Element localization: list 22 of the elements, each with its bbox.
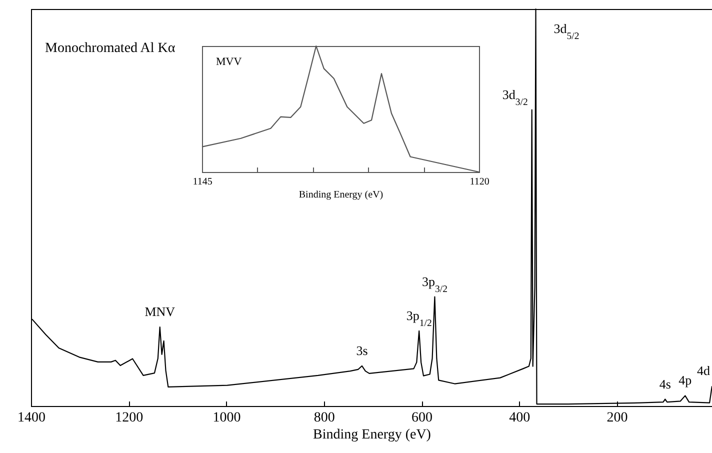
annotation: 3p$_{1/2}$ [406,308,432,328]
annotation: 4d [697,363,710,378]
annotation: MVV [216,56,242,68]
annotation: 3d$_{3/2}$ [502,86,528,108]
annotation: 3s [356,342,368,358]
x-tick-label: 400 [509,410,530,426]
annotation: 4s [659,376,671,392]
x-tick-label: 800 [314,410,335,426]
x-tick-label: 1200 [115,410,144,426]
x-tick-label: 1145 [192,176,212,188]
annotation: 3p$_{3/2}$ [422,274,448,294]
annotation: 3d$_{5/2}$ [554,21,580,42]
annotation: MNV [144,304,176,319]
annotation: Monochromated Al Kα [45,40,176,56]
x-tick-label: 1400 [18,410,46,426]
x-tick-label: 600 [412,410,433,426]
x-tick-label: 200 [606,410,628,426]
x-tick-label: 1120 [470,176,490,188]
x-tick-label: 1000 [212,410,241,426]
annotation: 4p [678,372,692,388]
x-axis-title: Binding Energy (eV) [313,428,432,442]
x-axis-title: Binding Energy (eV) [298,190,384,200]
